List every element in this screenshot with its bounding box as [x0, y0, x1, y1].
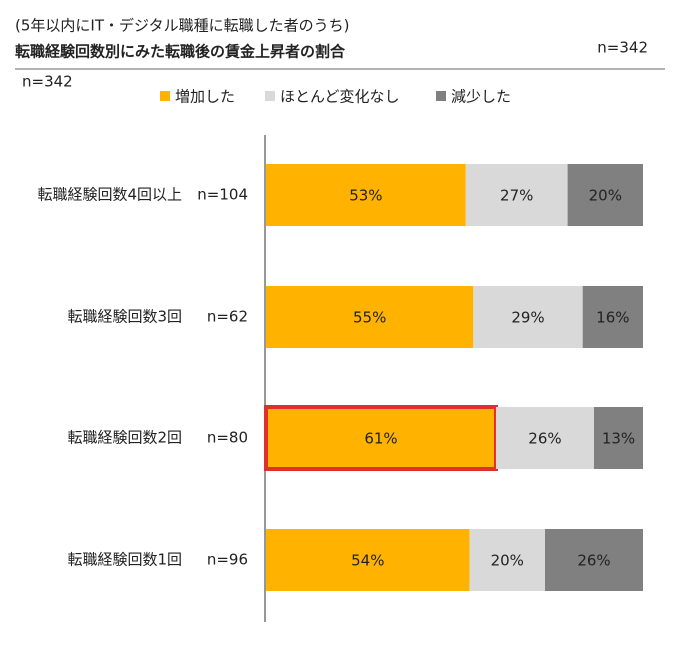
category-label: 転職経験回数4回以上: [37, 186, 182, 204]
legend-swatch: [436, 91, 446, 101]
data-label: 53%: [349, 187, 382, 205]
sample-size: n=342: [597, 39, 648, 57]
data-label: 55%: [353, 309, 386, 327]
data-label: 20%: [589, 187, 622, 205]
bar-segment: [544, 529, 643, 591]
chart-title: 転職経験回数別にみた転職後の賃金上昇者の割合: [15, 43, 346, 61]
legend-label: 減少した: [451, 88, 511, 106]
category-n: n=104: [197, 186, 248, 204]
data-label: 13%: [602, 430, 635, 448]
bar-segment: [266, 529, 470, 591]
data-label: 27%: [500, 187, 533, 205]
bar-segment: [266, 164, 466, 226]
data-label: 20%: [491, 552, 524, 570]
bar-segment: [593, 407, 643, 469]
category-n: n=80: [207, 429, 248, 447]
category-n: n=96: [207, 551, 248, 569]
category-label: 転職経験回数1回: [67, 551, 182, 569]
data-label: 54%: [351, 552, 384, 570]
legend-swatch: [265, 91, 275, 101]
bar-segment: [469, 529, 545, 591]
bar-segment: [465, 164, 568, 226]
data-label: 26%: [577, 552, 610, 570]
data-label: 29%: [511, 309, 544, 327]
chart-subtitle: (5年以内にIT・デジタル職種に転職した者のうち): [15, 17, 350, 35]
category-n: n=62: [207, 308, 248, 326]
data-label: 16%: [596, 309, 629, 327]
bar-segment: [567, 164, 643, 226]
legend-label: 増加した: [175, 88, 235, 106]
legend-label: ほとんど変化なし: [280, 88, 400, 106]
bar-segment: [266, 286, 474, 348]
data-label: 61%: [364, 430, 397, 448]
bar-segment: [266, 407, 496, 469]
legend-swatch: [160, 91, 170, 101]
bar-segment: [495, 407, 594, 469]
sample-size: n=342: [22, 73, 73, 91]
category-label: 転職経験回数3回: [67, 308, 182, 326]
category-label: 転職経験回数2回: [67, 429, 182, 447]
bar-segment: [473, 286, 583, 348]
data-label: 26%: [528, 430, 561, 448]
bar-segment: [582, 286, 643, 348]
